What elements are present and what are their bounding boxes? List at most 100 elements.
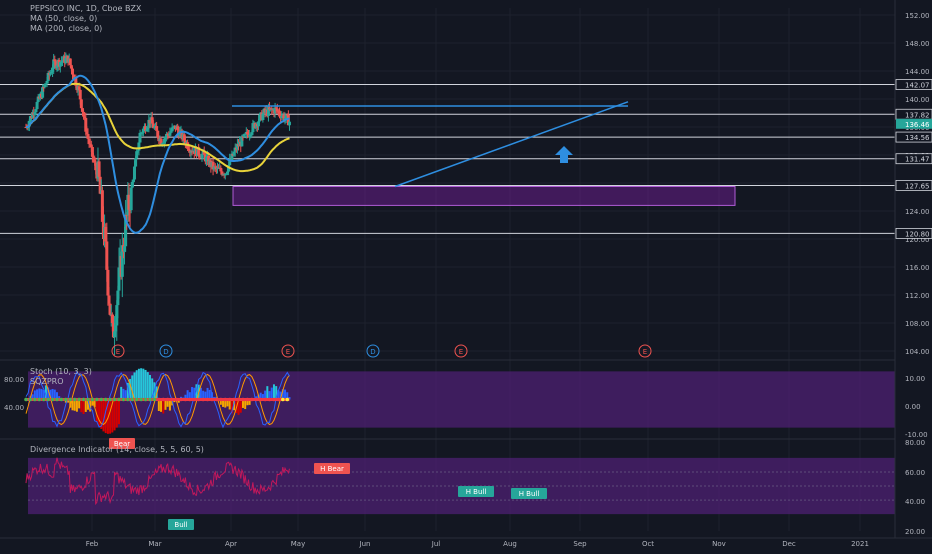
legend-divergence: Divergence Indicator (14, close, 5, 5, 6…: [30, 445, 204, 455]
symbol-title[interactable]: PEPSICO INC, 1D, Cboe BZX: [30, 4, 141, 14]
squeeze-dot: [55, 398, 59, 402]
squeeze-bar: [120, 387, 122, 400]
last-price-label: 136.46: [905, 121, 930, 129]
time-tick-label: Mar: [148, 540, 161, 548]
stoch-left-tick: 40.00: [4, 404, 24, 412]
squeeze-dot: [241, 398, 245, 402]
time-tick-label: Jun: [359, 540, 371, 548]
candle-body: [43, 84, 46, 87]
event-marker-label: D: [370, 348, 375, 356]
ma200-legend[interactable]: MA (200, close, 0): [30, 24, 141, 34]
support-zone: [233, 187, 735, 206]
squeeze-bar: [83, 400, 85, 415]
level-tag-label: 134.56: [905, 134, 930, 142]
event-marker-label: E: [286, 348, 290, 356]
squeeze-bar: [147, 372, 149, 399]
squeeze-bar: [116, 400, 118, 428]
price-tick-label: 124.00: [905, 208, 930, 216]
squeeze-bar: [266, 386, 268, 399]
event-marker-label: E: [116, 348, 120, 356]
squeeze-dot: [139, 398, 143, 402]
squeeze-dot: [148, 398, 152, 402]
time-tick-label: Aug: [503, 540, 517, 548]
squeeze-dot: [29, 398, 33, 402]
squeeze-bar: [162, 400, 164, 414]
squeeze-bar: [133, 372, 135, 399]
squeeze-dot: [201, 398, 205, 402]
time-tick-label: Dec: [782, 540, 796, 548]
candle-body: [108, 296, 111, 304]
squeeze-dot: [250, 398, 254, 402]
divergence-title[interactable]: Divergence Indicator (14, close, 5, 5, 6…: [30, 445, 204, 455]
squeeze-dot: [157, 398, 161, 402]
squeeze-dot: [161, 398, 165, 402]
squeeze-dot: [42, 398, 46, 402]
stoch-title[interactable]: Stoch (10, 3, 3): [30, 367, 92, 377]
price-tick-label: 148.00: [905, 40, 930, 48]
squeeze-bar: [85, 400, 87, 412]
squeeze-dot: [86, 398, 90, 402]
squeeze-dot: [99, 398, 103, 402]
squeeze-dot: [64, 398, 68, 402]
divergence-right-tick: 60.00: [905, 469, 925, 477]
time-tick-label: Jul: [431, 540, 441, 548]
squeeze-dot: [82, 398, 86, 402]
time-tick-label: Apr: [225, 540, 237, 548]
time-tick-label: Oct: [642, 540, 654, 548]
squeeze-dot: [51, 398, 55, 402]
squeeze-dot: [113, 398, 117, 402]
squeeze-dot: [259, 398, 263, 402]
squeeze-dot: [77, 398, 81, 402]
candle-body: [288, 122, 291, 126]
squeeze-dot: [91, 398, 95, 402]
squeeze-bar: [164, 400, 166, 410]
ma50-legend[interactable]: MA (50, close, 0): [30, 14, 141, 24]
squeeze-dot: [232, 398, 236, 402]
squeeze-dot: [104, 398, 108, 402]
squeeze-bar: [169, 400, 171, 411]
event-marker-label: D: [163, 348, 168, 356]
squeeze-dot: [210, 398, 214, 402]
price-tick-label: 112.00: [905, 292, 930, 300]
squeeze-bar: [114, 400, 116, 431]
divergence-right-tick: 40.00: [905, 498, 925, 506]
squeeze-dot: [122, 398, 126, 402]
squeeze-dot: [237, 398, 241, 402]
time-tick-label: Nov: [712, 540, 726, 548]
candle-body: [80, 99, 83, 108]
squeeze-dot: [68, 398, 72, 402]
squeeze-dot: [46, 398, 50, 402]
sqzpro-title[interactable]: SQZPRO: [30, 377, 92, 387]
squeeze-dot: [95, 398, 99, 402]
squeeze-dot: [153, 398, 157, 402]
squeeze-dot: [117, 398, 121, 402]
stoch-right-tick: 10.00: [905, 375, 925, 383]
squeeze-bar: [109, 400, 111, 434]
candle-body: [79, 90, 82, 100]
squeeze-dot: [192, 398, 196, 402]
event-marker-label: E: [459, 348, 463, 356]
squeeze-bar: [140, 368, 142, 399]
price-tick-label: 104.00: [905, 348, 930, 356]
squeeze-dot: [246, 398, 250, 402]
squeeze-dot: [126, 398, 130, 402]
squeeze-dot: [166, 398, 170, 402]
squeeze-dot: [281, 398, 285, 402]
candle-body: [78, 86, 81, 90]
squeeze-dot: [254, 398, 258, 402]
squeeze-dot: [108, 398, 112, 402]
level-tag-label: 127.65: [905, 182, 930, 190]
time-tick-label: May: [291, 540, 305, 548]
level-tag-label: 131.47: [905, 156, 930, 164]
squeeze-dot: [37, 398, 41, 402]
squeeze-dot: [268, 398, 272, 402]
squeeze-dot: [285, 398, 289, 402]
squeeze-dot: [219, 398, 223, 402]
squeeze-bar: [240, 400, 242, 413]
squeeze-bar: [136, 370, 138, 399]
price-tick-label: 116.00: [905, 264, 930, 272]
legend-stoch: Stoch (10, 3, 3) SQZPRO: [30, 367, 92, 387]
squeeze-dot: [223, 398, 227, 402]
